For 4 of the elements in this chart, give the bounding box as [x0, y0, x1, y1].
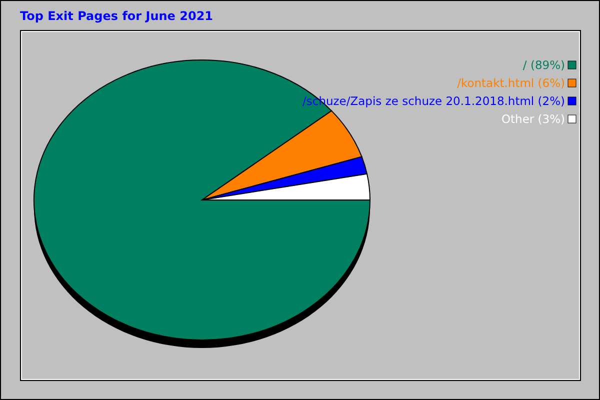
legend-label: /kontakt.html (6%) — [457, 76, 565, 90]
legend-label: Other (3%) — [501, 112, 565, 126]
legend-label: / (89%) — [522, 58, 565, 72]
chart-title: Top Exit Pages for June 2021 — [20, 9, 214, 23]
